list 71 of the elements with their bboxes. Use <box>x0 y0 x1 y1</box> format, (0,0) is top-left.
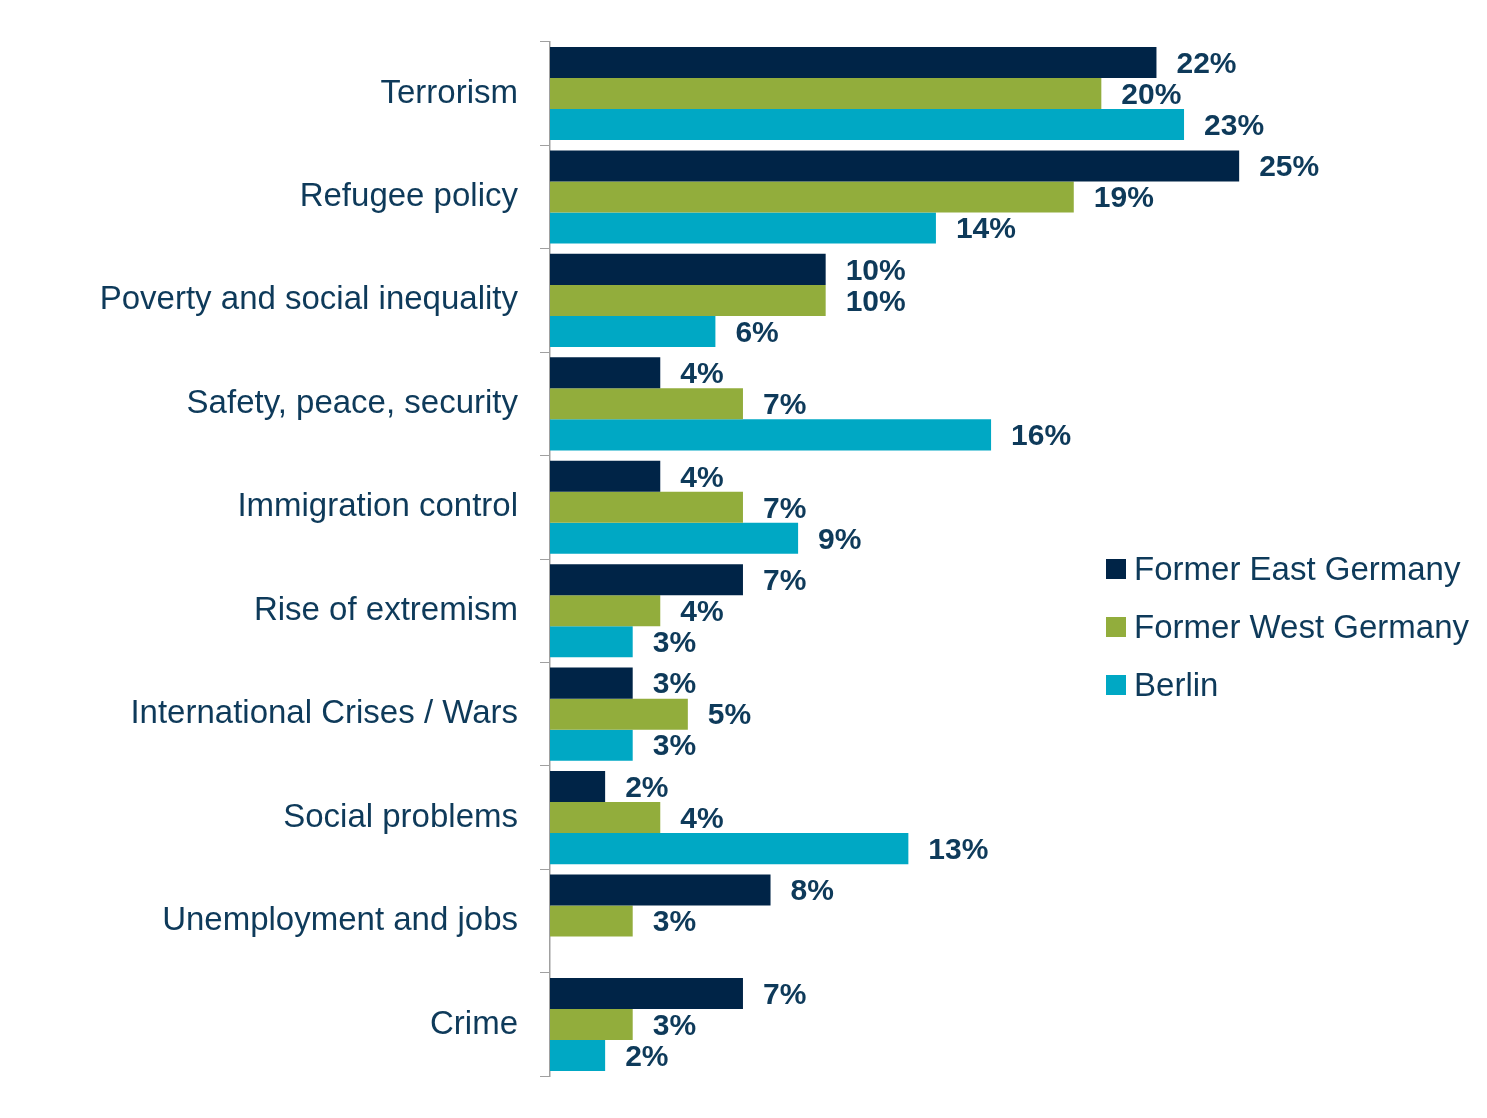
bar <box>550 46 1157 78</box>
data-label: 14% <box>955 211 1016 245</box>
bar <box>550 1008 633 1040</box>
data-label: 2% <box>625 1038 669 1072</box>
bar <box>550 729 633 761</box>
bar <box>550 284 826 316</box>
y-tick-label: International Crises / Wars <box>130 693 518 731</box>
bar <box>550 771 606 803</box>
data-label: 8% <box>790 873 834 907</box>
bar <box>550 357 661 389</box>
bar <box>550 253 826 285</box>
bar <box>550 109 1185 141</box>
bar <box>550 491 743 523</box>
data-label: 3% <box>652 625 697 659</box>
y-tick-label: Crime <box>430 1003 518 1041</box>
data-label: 5% <box>707 697 752 731</box>
data-label: 20% <box>1121 76 1182 110</box>
y-tick-label: Unemployment and jobs <box>162 900 518 938</box>
bar <box>550 315 716 347</box>
data-label: 7% <box>762 387 807 421</box>
data-label: 3% <box>652 904 697 938</box>
legend-label: Berlin <box>1134 666 1219 705</box>
legend-label: Former West Germany <box>1134 608 1469 647</box>
data-label: 7% <box>762 562 807 596</box>
data-label: 7% <box>762 976 807 1010</box>
data-label: 6% <box>735 314 779 348</box>
y-tick-label: Social problems <box>283 796 518 834</box>
bar <box>550 419 992 451</box>
bar <box>550 874 771 906</box>
data-label: 10% <box>845 252 906 286</box>
bar <box>550 460 661 492</box>
data-label: 3% <box>652 666 697 700</box>
bar <box>550 698 688 730</box>
bar <box>550 833 909 865</box>
data-label: 25% <box>1259 149 1320 183</box>
bar <box>550 150 1240 182</box>
bar <box>550 78 1102 110</box>
y-tick-label: Terrorism <box>380 72 518 110</box>
bar <box>550 802 661 834</box>
data-label: 4% <box>680 800 724 834</box>
y-tick-label: Safety, peace, security <box>186 382 519 420</box>
bar <box>550 905 633 937</box>
bar <box>550 181 1074 213</box>
data-label: 13% <box>928 831 989 865</box>
bar <box>550 1040 606 1072</box>
data-label: 4% <box>680 593 724 627</box>
data-label: 9% <box>818 521 862 555</box>
data-label: 19% <box>1093 180 1154 214</box>
bar <box>550 595 661 627</box>
bar <box>550 522 799 554</box>
bar <box>550 388 743 420</box>
bar <box>550 564 743 596</box>
data-label: 7% <box>762 490 807 524</box>
data-label: 4% <box>680 356 724 390</box>
data-label: 4% <box>680 459 724 493</box>
data-label: 3% <box>652 728 697 762</box>
data-label: 22% <box>1176 45 1237 79</box>
bar <box>550 977 743 1009</box>
bar <box>550 212 936 244</box>
y-tick-label: Rise of extremism <box>253 589 518 627</box>
data-label: 2% <box>625 769 669 803</box>
data-label: 3% <box>652 1007 697 1041</box>
y-tick-label: Poverty and social inequality <box>99 279 519 317</box>
bar <box>550 667 633 699</box>
y-tick-label: Refugee policy <box>299 176 519 214</box>
data-label: 16% <box>1011 418 1072 452</box>
legend-label: Former East Germany <box>1134 550 1461 589</box>
data-label: 23% <box>1204 107 1265 141</box>
data-label: 10% <box>845 283 906 317</box>
bar <box>550 626 633 658</box>
y-tick-label: Immigration control <box>237 486 518 524</box>
